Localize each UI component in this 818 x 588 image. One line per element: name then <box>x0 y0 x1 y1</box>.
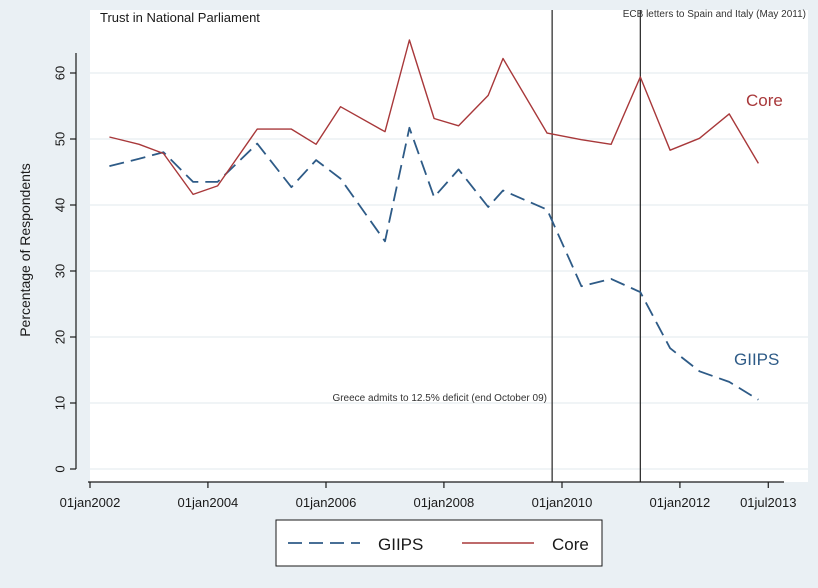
legend-core-label: Core <box>552 535 589 554</box>
data-point-core <box>384 131 386 133</box>
data-point-giips <box>290 186 292 188</box>
data-point-core <box>290 128 292 130</box>
data-point-giips <box>433 196 435 198</box>
x-tick-label: 01jan2004 <box>178 495 239 510</box>
legend-giips-label: GIIPS <box>378 535 423 554</box>
x-tick-label: 01jan2008 <box>414 495 475 510</box>
event-lines <box>551 10 641 482</box>
greece-annotation: Greece admits to 12.5% deficit (end Octo… <box>332 393 547 404</box>
data-point-core <box>580 138 582 140</box>
grid-layer <box>90 72 808 470</box>
data-point-core <box>546 132 548 134</box>
data-point-giips <box>108 165 110 167</box>
data-point-giips <box>384 240 386 242</box>
data-point-core <box>216 185 218 187</box>
giips-series-label: GIIPS <box>734 350 779 369</box>
data-point-giips <box>256 142 258 144</box>
plot-area <box>90 10 808 482</box>
data-point-core <box>339 105 341 107</box>
series-layer <box>108 39 760 401</box>
x-tick-label: 01jan2010 <box>532 495 593 510</box>
data-point-core <box>698 137 700 139</box>
y-axis-label: Percentage of Respondents <box>17 163 33 337</box>
data-point-giips <box>192 181 194 183</box>
ecb-annotation: ECB letters to Spain and Italy (May 2011… <box>623 9 806 20</box>
y-ticks: 0 10 20 30 40 50 60 <box>52 66 76 473</box>
data-point-giips <box>639 291 641 293</box>
data-point-giips <box>339 177 341 179</box>
x-tick-label: 01jan2012 <box>650 495 711 510</box>
data-point-core <box>162 152 164 154</box>
data-point-core <box>639 76 641 78</box>
data-point-core <box>192 193 194 195</box>
data-point-core <box>408 39 410 41</box>
data-point-core <box>757 162 759 164</box>
data-point-core <box>669 149 671 151</box>
axes <box>75 53 784 483</box>
series-line-core <box>109 39 760 196</box>
data-point-giips <box>138 158 140 160</box>
data-point-giips <box>698 370 700 372</box>
data-point-core <box>108 136 110 138</box>
data-point-core <box>433 117 435 119</box>
legend: GIIPS Core <box>275 519 603 567</box>
core-series-label: Core <box>746 91 783 110</box>
x-tick-label: 01jan2002 <box>60 495 121 510</box>
data-point-core <box>138 143 140 145</box>
x-tick-label: 01jan2006 <box>296 495 357 510</box>
data-point-core <box>502 57 504 59</box>
data-point-core <box>315 143 317 145</box>
data-point-core <box>728 113 730 115</box>
data-point-giips <box>546 208 548 210</box>
data-point-core <box>256 128 258 130</box>
data-point-giips <box>728 381 730 383</box>
data-point-giips <box>457 168 459 170</box>
data-point-giips <box>502 189 504 191</box>
y-tick-label: 30 <box>52 264 67 278</box>
y-tick-label: 40 <box>52 198 67 212</box>
data-point-giips <box>408 127 410 129</box>
data-point-core <box>457 125 459 127</box>
data-point-giips <box>580 285 582 287</box>
x-ticks: 01jan2002 01jan2004 01jan2006 01jan2008 01ja… <box>60 482 796 510</box>
data-point-core <box>610 143 612 145</box>
data-point-core <box>487 94 489 96</box>
data-point-giips <box>757 399 759 401</box>
data-point-giips <box>315 159 317 161</box>
data-point-giips <box>610 278 612 280</box>
y-tick-label: 20 <box>52 330 67 344</box>
y-tick-label: 50 <box>52 132 67 146</box>
y-tick-label: 0 <box>52 465 67 472</box>
data-point-giips <box>487 206 489 208</box>
series-line-giips <box>109 126 759 401</box>
data-point-giips <box>216 181 218 183</box>
y-tick-label: 60 <box>52 66 67 80</box>
y-tick-label: 10 <box>52 396 67 410</box>
data-point-giips <box>669 347 671 349</box>
chart-title: Trust in National Parliament <box>100 10 260 25</box>
x-tick-label: 01jul2013 <box>740 495 796 510</box>
